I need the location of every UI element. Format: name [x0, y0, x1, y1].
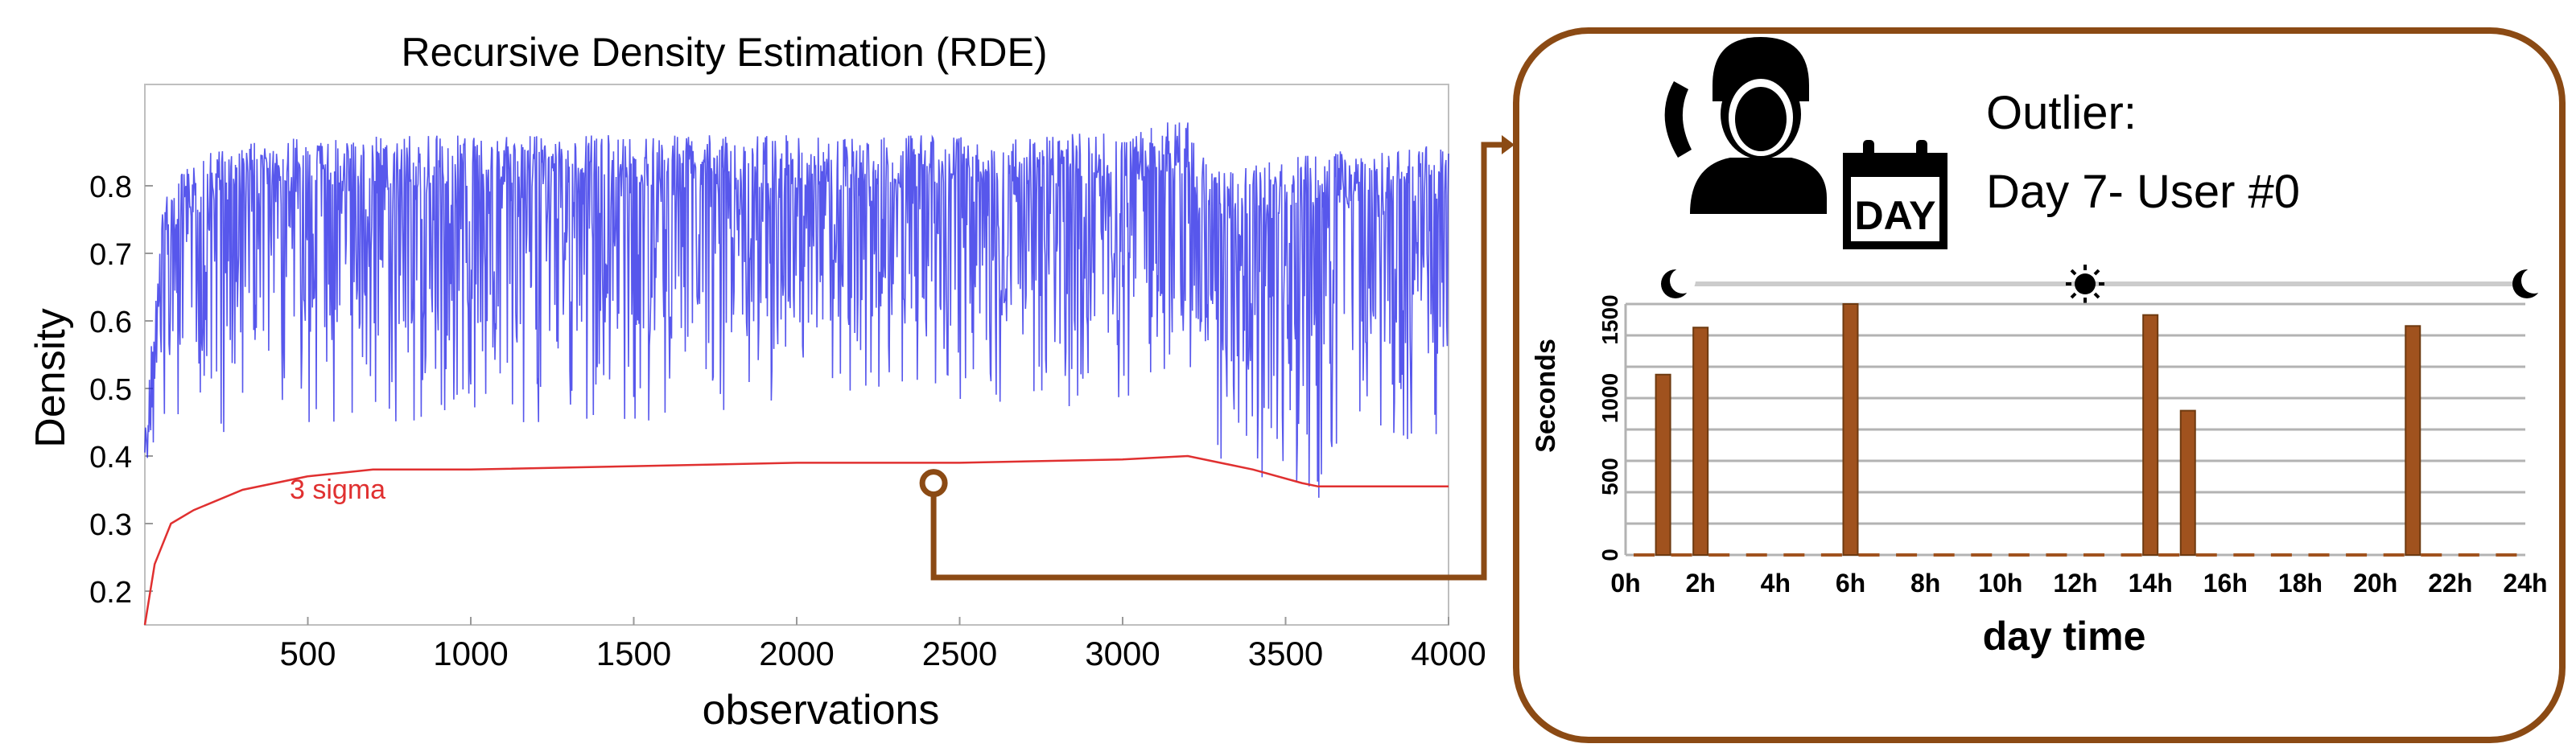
rde-x-axis-label: observations — [703, 687, 940, 734]
bar-grid — [1624, 302, 2525, 557]
bar-x-tick-label: 4h — [1761, 569, 1791, 598]
rde-y-tick-label: 0.6 — [89, 306, 132, 339]
rde-x-tick-label: 500 — [279, 635, 336, 672]
rde-series-line — [144, 122, 1449, 498]
bar-x-tick-label: 8h — [1910, 569, 1940, 598]
rde-x-ticks: 500 1000 1500 2000 2500 3000 3500 4000 — [279, 617, 1486, 672]
rde-x-tick-label: 2000 — [759, 635, 834, 672]
bar-series — [1634, 303, 2517, 557]
rde-y-tick-label: 0.4 — [89, 441, 132, 475]
sun-icon — [2066, 265, 2104, 303]
bar-x-tick-label: 10h — [1978, 569, 2022, 598]
rde-chart-title: Recursive Density Estimation (RDE) — [402, 30, 1048, 75]
bar — [2179, 409, 2196, 556]
rde-y-tick-label: 0.2 — [89, 576, 132, 610]
bar-x-ticks: 0h 2h 4h 6h 8h 10h 12h 14h 16h 18h 20h 22h 24h — [1610, 569, 2547, 598]
bar — [2405, 325, 2421, 556]
rde-x-tick-label: 1000 — [433, 635, 508, 672]
user-phone-icon — [1664, 37, 1827, 214]
bar-x-axis-label: day time — [1983, 614, 2146, 659]
rde-x-tick-label: 4000 — [1411, 635, 1486, 672]
rde-y-axis-label: Density — [27, 308, 74, 447]
outlier-marker — [919, 469, 948, 498]
rde-x-tick-label: 3500 — [1248, 635, 1323, 672]
outlier-callout: DAY Outlier: Day 7- User #0 0 500 1000 1500… — [1513, 27, 2566, 743]
bar-y-tick-label: 0 — [1597, 549, 1622, 561]
bar-x-tick-label: 14h — [2129, 569, 2173, 598]
bar-x-tick-label: 18h — [2278, 569, 2323, 598]
calendar-day-text: DAY — [1855, 193, 1936, 238]
bar-y-axis-label: Seconds — [1531, 339, 1561, 453]
sigma-label: 3 sigma — [290, 475, 385, 505]
rde-x-tick-label: 1500 — [596, 635, 671, 672]
moon-icon — [1661, 268, 1696, 298]
bar-x-tick-label: 16h — [2203, 569, 2248, 598]
bar-y-tick-label: 1000 — [1597, 373, 1622, 423]
callout-connector — [930, 142, 1503, 581]
moon-icon — [2512, 268, 2547, 298]
rde-x-tick-label: 2500 — [922, 635, 997, 672]
outlier-title: Outlier: — [1986, 87, 2137, 139]
bar-x-tick-label: 2h — [1685, 569, 1715, 598]
rde-chart: Recursive Density Estimation (RDE) 0.20.… — [27, 30, 1515, 734]
sigma-series-line — [143, 454, 1449, 626]
bar — [1692, 327, 1709, 556]
bar-y-ticks: 0 500 1000 1500 — [1597, 294, 1622, 561]
bar-x-tick-label: 22h — [2428, 569, 2472, 598]
rde-y-ticks: 0.2 0.3 0.4 0.5 0.6 0.7 0.8 — [89, 171, 153, 610]
bar-x-tick-label: 12h — [2053, 569, 2097, 598]
rde-y-tick-label: 0.8 — [89, 171, 132, 204]
rde-x-tick-label: 3000 — [1085, 635, 1160, 672]
connector-arrowhead — [1502, 135, 1515, 154]
rde-y-tick-label: 0.5 — [89, 373, 132, 407]
bar — [1842, 303, 1859, 556]
outlier-subtitle: Day 7- User #0 — [1986, 166, 2300, 218]
calendar-day-icon: DAY — [1843, 140, 1947, 249]
rde-y-tick-label: 0.3 — [89, 508, 132, 542]
bar-y-tick-label: 1500 — [1597, 294, 1622, 344]
bar-x-tick-label: 6h — [1836, 569, 1865, 598]
bar — [2142, 314, 2159, 556]
bar-x-tick-label: 20h — [2353, 569, 2397, 598]
bar-x-tick-label: 24h — [2503, 569, 2547, 598]
bar-y-tick-label: 500 — [1597, 458, 1622, 495]
bar — [1655, 373, 1671, 556]
rde-y-tick-label: 0.7 — [89, 238, 132, 272]
bar-x-tick-label: 0h — [1610, 569, 1640, 598]
